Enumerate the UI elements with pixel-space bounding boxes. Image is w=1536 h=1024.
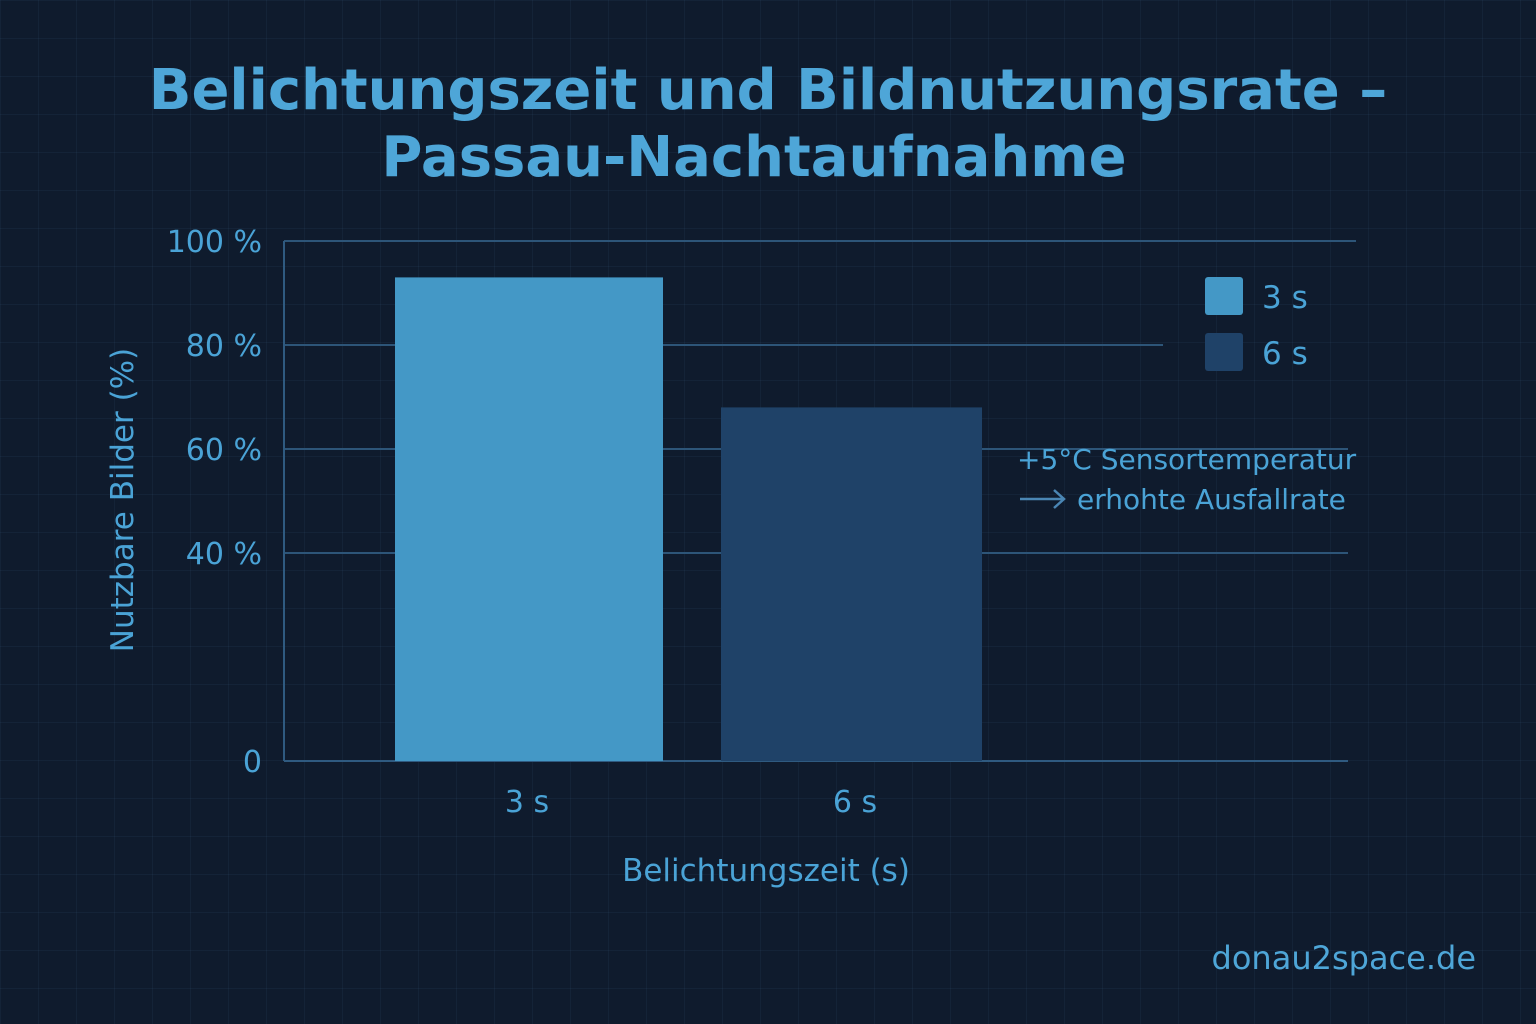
annotation: +5°C Sensortemperatur erhohte Ausfallrate: [1017, 443, 1357, 516]
y-tick-label-100: 100 %: [167, 225, 262, 260]
bar-2: [721, 407, 982, 761]
y-tick-label-80: 80 %: [186, 329, 262, 364]
legend-label-2: 6 s: [1262, 336, 1308, 372]
chart-title-line-1: Belichtungszeit und Bildnutzungsrate –: [149, 58, 1387, 123]
x-tick-label-2: 6 s: [833, 785, 877, 820]
annotation-line-2: erhohte Ausfallrate: [1077, 483, 1346, 516]
tick-labels: 0 40 % 60 % 80 % 100 % 3 s 6 s: [167, 225, 877, 820]
bar-1: [395, 277, 663, 761]
annotation-line-1: +5°C Sensortemperatur: [1017, 443, 1357, 476]
legend-swatch-2: [1205, 333, 1243, 371]
chart-title: Belichtungszeit und Bildnutzungsrate – P…: [149, 58, 1387, 190]
bars: [395, 277, 982, 761]
y-tick-label-0: 0: [243, 745, 262, 780]
legend: 3 s 6 s: [1205, 277, 1308, 372]
chart-title-line-2: Passau-Nachtaufnahme: [381, 125, 1126, 190]
y-axis-label: Nutzbare Bilder (%): [105, 348, 141, 652]
x-tick-label-1: 3 s: [505, 785, 549, 820]
site-watermark: donau2space.de: [1212, 939, 1476, 977]
legend-swatch-1: [1205, 277, 1243, 315]
annotation-arrow-icon: [1020, 489, 1066, 509]
y-tick-label-40: 40 %: [186, 537, 262, 572]
legend-label-1: 3 s: [1262, 280, 1308, 316]
x-axis-label: Belichtungszeit (s): [622, 853, 910, 889]
y-tick-label-60: 60 %: [186, 433, 262, 468]
